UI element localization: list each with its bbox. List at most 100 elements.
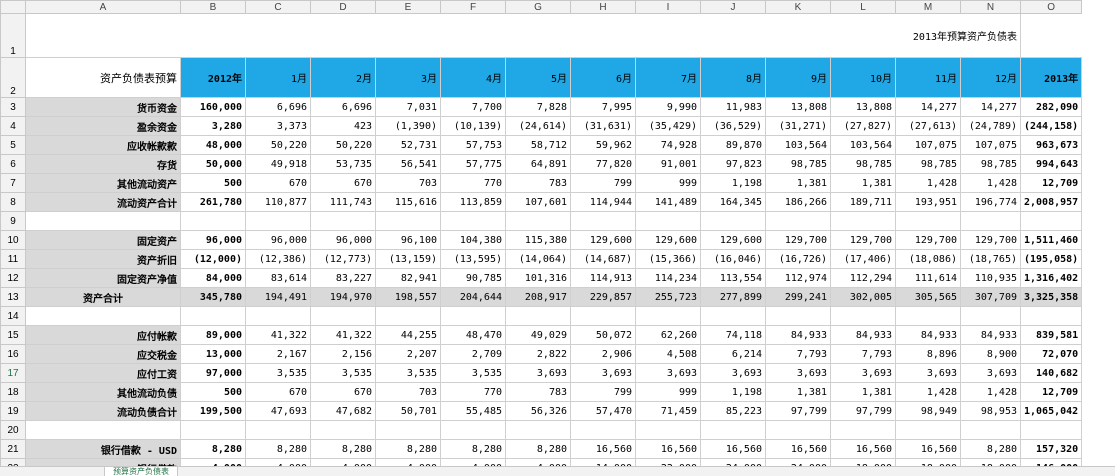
value-cell[interactable]: 261,780 <box>180 192 246 212</box>
value-cell[interactable]: 96,000 <box>310 230 376 250</box>
value-cell[interactable]: 50,701 <box>375 401 441 421</box>
value-cell[interactable] <box>895 306 961 326</box>
value-cell[interactable] <box>1019 420 1083 440</box>
value-cell[interactable]: 9,990 <box>635 97 701 117</box>
value-cell[interactable]: 111,743 <box>310 192 376 212</box>
value-cell[interactable]: 999 <box>635 173 701 193</box>
header-label-cell[interactable]: 资产负债表预算 <box>25 57 181 98</box>
row-header[interactable]: 19 <box>0 401 26 421</box>
value-cell[interactable] <box>375 306 441 326</box>
value-cell[interactable] <box>635 306 701 326</box>
value-cell[interactable] <box>765 306 831 326</box>
value-cell[interactable] <box>375 420 441 440</box>
value-cell[interactable]: 3,693 <box>960 363 1021 383</box>
value-cell[interactable]: (13,159) <box>375 249 441 269</box>
month-header-cell[interactable]: 7月 <box>635 57 701 98</box>
row-header[interactable]: 12 <box>0 268 26 288</box>
value-cell[interactable]: 1,198 <box>700 173 766 193</box>
value-cell[interactable]: 84,933 <box>765 325 831 345</box>
value-cell[interactable]: 4,508 <box>635 344 701 364</box>
value-cell[interactable]: 229,857 <box>570 287 636 307</box>
value-cell[interactable]: 112,294 <box>830 268 896 288</box>
value-cell[interactable]: 114,944 <box>570 192 636 212</box>
row-header[interactable]: 13 <box>0 287 26 307</box>
value-cell[interactable]: 839,581 <box>1019 325 1083 345</box>
value-cell[interactable]: 7,793 <box>765 344 831 364</box>
column-header-f[interactable]: F <box>440 0 506 14</box>
value-cell[interactable]: 3,693 <box>895 363 961 383</box>
value-cell[interactable]: 500 <box>180 382 246 402</box>
value-cell[interactable]: 49,029 <box>505 325 571 345</box>
value-cell[interactable] <box>830 211 896 231</box>
value-cell[interactable]: 114,913 <box>570 268 636 288</box>
value-cell[interactable]: 16,560 <box>830 439 896 459</box>
value-cell[interactable]: 129,700 <box>765 230 831 250</box>
value-cell[interactable]: 49,918 <box>245 154 311 174</box>
row-header[interactable]: 2 <box>0 57 26 98</box>
value-cell[interactable] <box>895 211 961 231</box>
value-cell[interactable] <box>245 420 311 440</box>
row-label-cell[interactable]: 盈余资金 <box>25 116 181 136</box>
value-cell[interactable] <box>700 306 766 326</box>
value-cell[interactable] <box>505 306 571 326</box>
value-cell[interactable]: 799 <box>570 173 636 193</box>
value-cell[interactable]: (31,271) <box>765 116 831 136</box>
value-cell[interactable]: 91,001 <box>635 154 701 174</box>
value-cell[interactable]: 48,470 <box>440 325 506 345</box>
row-header[interactable]: 3 <box>0 97 26 117</box>
value-cell[interactable] <box>440 211 506 231</box>
row-label-cell[interactable]: 资产折旧 <box>25 249 181 269</box>
value-cell[interactable]: 277,899 <box>700 287 766 307</box>
value-cell[interactable]: (36,529) <box>700 116 766 136</box>
value-cell[interactable]: 84,933 <box>895 325 961 345</box>
value-cell[interactable]: 52,731 <box>375 135 441 155</box>
value-cell[interactable]: 129,700 <box>895 230 961 250</box>
value-cell[interactable]: (195,058) <box>1019 249 1083 269</box>
value-cell[interactable]: 107,075 <box>960 135 1021 155</box>
value-cell[interactable] <box>180 306 246 326</box>
column-header-i[interactable]: I <box>635 0 701 14</box>
value-cell[interactable]: (27,613) <box>895 116 961 136</box>
month-header-cell[interactable]: 3月 <box>375 57 441 98</box>
value-cell[interactable]: 98,785 <box>765 154 831 174</box>
value-cell[interactable] <box>700 211 766 231</box>
value-cell[interactable]: 2,906 <box>570 344 636 364</box>
value-cell[interactable]: 194,491 <box>245 287 311 307</box>
value-cell[interactable]: 72,070 <box>1019 344 1083 364</box>
row-header[interactable]: 17 <box>0 363 26 383</box>
value-cell[interactable] <box>310 211 376 231</box>
value-cell[interactable] <box>505 211 571 231</box>
value-cell[interactable]: 160,000 <box>180 97 246 117</box>
row-header[interactable]: 1 <box>0 13 26 58</box>
month-header-cell[interactable]: 2012年 <box>180 57 246 98</box>
row-header[interactable]: 10 <box>0 230 26 250</box>
value-cell[interactable]: 74,118 <box>700 325 766 345</box>
value-cell[interactable]: 8,900 <box>960 344 1021 364</box>
value-cell[interactable]: 101,316 <box>505 268 571 288</box>
value-cell[interactable]: 1,428 <box>960 382 1021 402</box>
row-label-cell[interactable]: 其他流动负债 <box>25 382 181 402</box>
value-cell[interactable] <box>180 211 246 231</box>
value-cell[interactable]: 16,560 <box>765 439 831 459</box>
value-cell[interactable]: 255,723 <box>635 287 701 307</box>
column-header-b[interactable]: B <box>180 0 246 14</box>
row-label-cell[interactable]: 其他流动资产 <box>25 173 181 193</box>
value-cell[interactable]: 14,277 <box>895 97 961 117</box>
value-cell[interactable]: 3,693 <box>700 363 766 383</box>
value-cell[interactable]: 6,696 <box>310 97 376 117</box>
value-cell[interactable]: 2,167 <box>245 344 311 364</box>
value-cell[interactable]: 11,983 <box>700 97 766 117</box>
value-cell[interactable]: 129,600 <box>700 230 766 250</box>
value-cell[interactable]: 13,000 <box>180 344 246 364</box>
value-cell[interactable]: 670 <box>310 382 376 402</box>
value-cell[interactable]: 2,207 <box>375 344 441 364</box>
value-cell[interactable]: 3,535 <box>440 363 506 383</box>
value-cell[interactable]: 98,785 <box>830 154 896 174</box>
value-cell[interactable]: 189,711 <box>830 192 896 212</box>
value-cell[interactable]: 50,220 <box>310 135 376 155</box>
value-cell[interactable]: 196,774 <box>960 192 1021 212</box>
value-cell[interactable]: 345,780 <box>180 287 246 307</box>
value-cell[interactable]: 3,693 <box>830 363 896 383</box>
value-cell[interactable]: 16,560 <box>700 439 766 459</box>
value-cell[interactable]: 16,560 <box>635 439 701 459</box>
